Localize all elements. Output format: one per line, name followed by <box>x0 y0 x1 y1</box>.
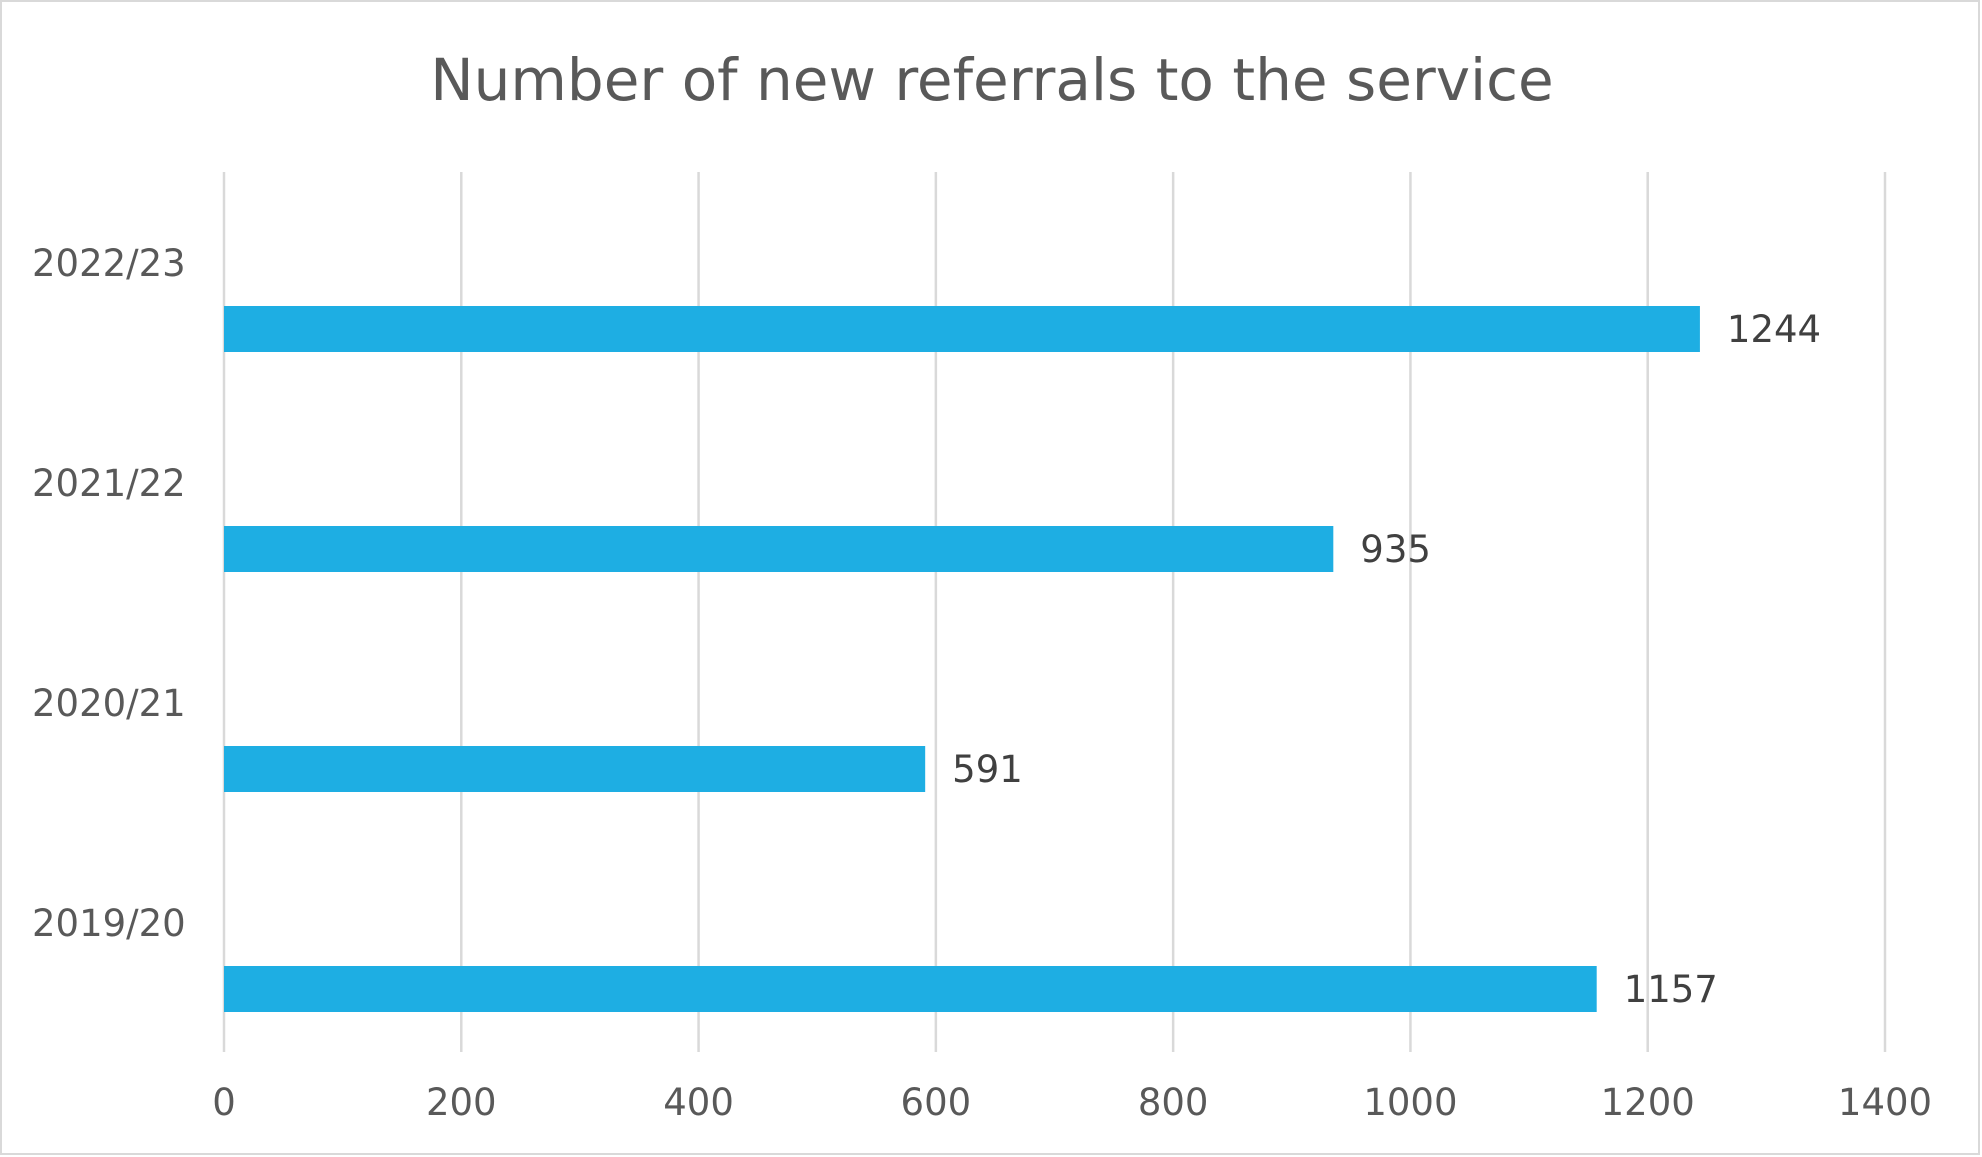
gridlines <box>222 172 1887 1052</box>
category-label: 2022/23 <box>32 242 186 285</box>
value-axis: 0 200 400 600 800 1000 1200 1400 <box>212 1081 1932 1124</box>
bars <box>224 306 1700 1012</box>
data-labels: 1244 935 591 1157 <box>952 308 1821 1011</box>
category-axis: 2022/23 2021/22 2020/21 2019/20 <box>32 242 186 945</box>
chart-title: Number of new referrals to the service <box>430 46 1553 114</box>
x-tick-label: 0 <box>212 1081 236 1124</box>
data-label: 591 <box>952 748 1023 791</box>
bar-2022-23 <box>224 306 1700 352</box>
x-tick-label: 600 <box>901 1081 972 1124</box>
x-tick-label: 1200 <box>1601 1081 1695 1124</box>
bar-2021-22 <box>224 526 1334 572</box>
x-tick-label: 200 <box>426 1081 497 1124</box>
x-tick-label: 1000 <box>1363 1081 1457 1124</box>
x-tick-label: 1400 <box>1838 1081 1932 1124</box>
data-label: 935 <box>1360 528 1431 571</box>
category-label: 2021/22 <box>32 462 186 505</box>
data-label: 1157 <box>1624 968 1718 1011</box>
category-label: 2020/21 <box>32 682 186 725</box>
category-label: 2019/20 <box>32 902 186 945</box>
x-tick-label: 800 <box>1138 1081 1209 1124</box>
bar-2019-20 <box>224 966 1597 1012</box>
bar-2020-21 <box>224 746 926 792</box>
x-tick-label: 400 <box>663 1081 734 1124</box>
data-label: 1244 <box>1727 308 1821 351</box>
